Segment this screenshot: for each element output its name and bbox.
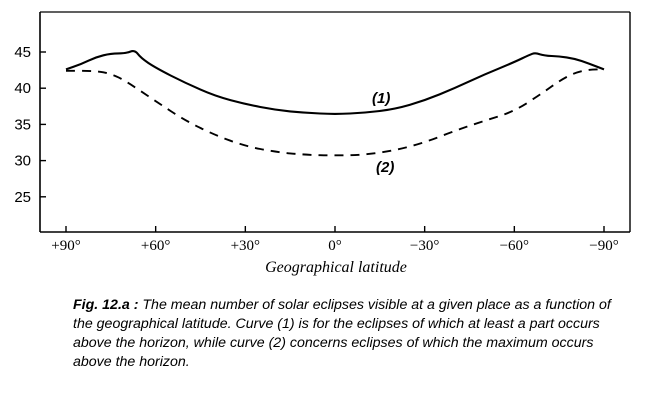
series-line-1: [65, 50, 605, 115]
y-tick-label: 35: [14, 116, 31, 133]
figure-caption: Fig. 12.a : The mean number of solar ecl…: [73, 296, 633, 372]
series: [65, 50, 605, 157]
y-tick-label: 40: [14, 80, 31, 97]
y-ticks: 25 30 35 40 45: [14, 44, 46, 206]
curve-label-2: (2): [376, 159, 394, 176]
x-tick-label: +60°: [141, 238, 170, 254]
y-tick-label: 30: [14, 153, 31, 170]
curve-label-1: (1): [372, 90, 390, 107]
x-tick-label: 0°: [328, 238, 342, 254]
x-axis-label: Geographical latitude: [265, 259, 407, 276]
x-tick-label: −60°: [500, 238, 529, 254]
x-tick-label: +90°: [51, 238, 80, 254]
x-tick-label: −30°: [410, 238, 439, 254]
chart: 25 30 35 40 45 +90° +60° +30° 0° −30° −60° −90° (1…: [14, 11, 631, 276]
caption-fig-label: Fig. 12.a :: [73, 297, 139, 313]
caption-text: The mean number of solar eclipses visibl…: [73, 297, 611, 370]
x-tick-label: +30°: [231, 238, 260, 254]
x-tick-label: −90°: [589, 238, 618, 254]
series-line-2: [65, 68, 604, 157]
axes: [39, 11, 631, 233]
y-tick-label: 45: [14, 44, 31, 61]
x-ticks: +90° +60° +30° 0° −30° −60° −90°: [51, 226, 619, 254]
y-tick-label: 25: [14, 189, 31, 206]
